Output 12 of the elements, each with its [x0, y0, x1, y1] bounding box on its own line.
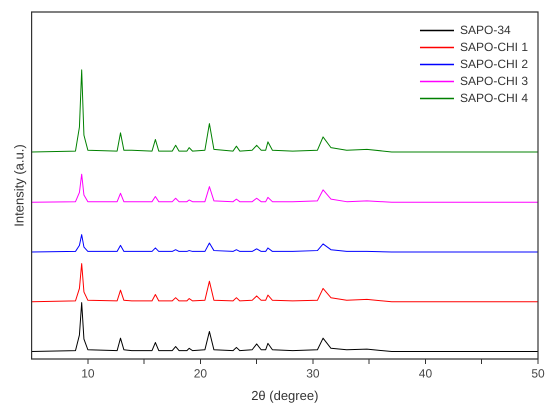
- x-tick-label: 50: [531, 366, 545, 381]
- x-tick-label: 40: [418, 366, 432, 381]
- legend-label: SAPO-CHI 4: [460, 90, 528, 105]
- legend-label: SAPO-34: [460, 22, 511, 37]
- legend-label: SAPO-CHI 3: [460, 74, 528, 88]
- x-tick-label: 10: [81, 366, 95, 381]
- x-axis-title: 2θ (degree): [251, 388, 318, 403]
- y-axis-title: Intensity (a.u.): [11, 144, 26, 227]
- legend-label: SAPO-CHI 1: [460, 40, 528, 54]
- legend-label: SAPO-CHI 2: [460, 56, 528, 71]
- x-tick-label: 20: [194, 366, 208, 381]
- x-tick-label: 30: [306, 366, 320, 381]
